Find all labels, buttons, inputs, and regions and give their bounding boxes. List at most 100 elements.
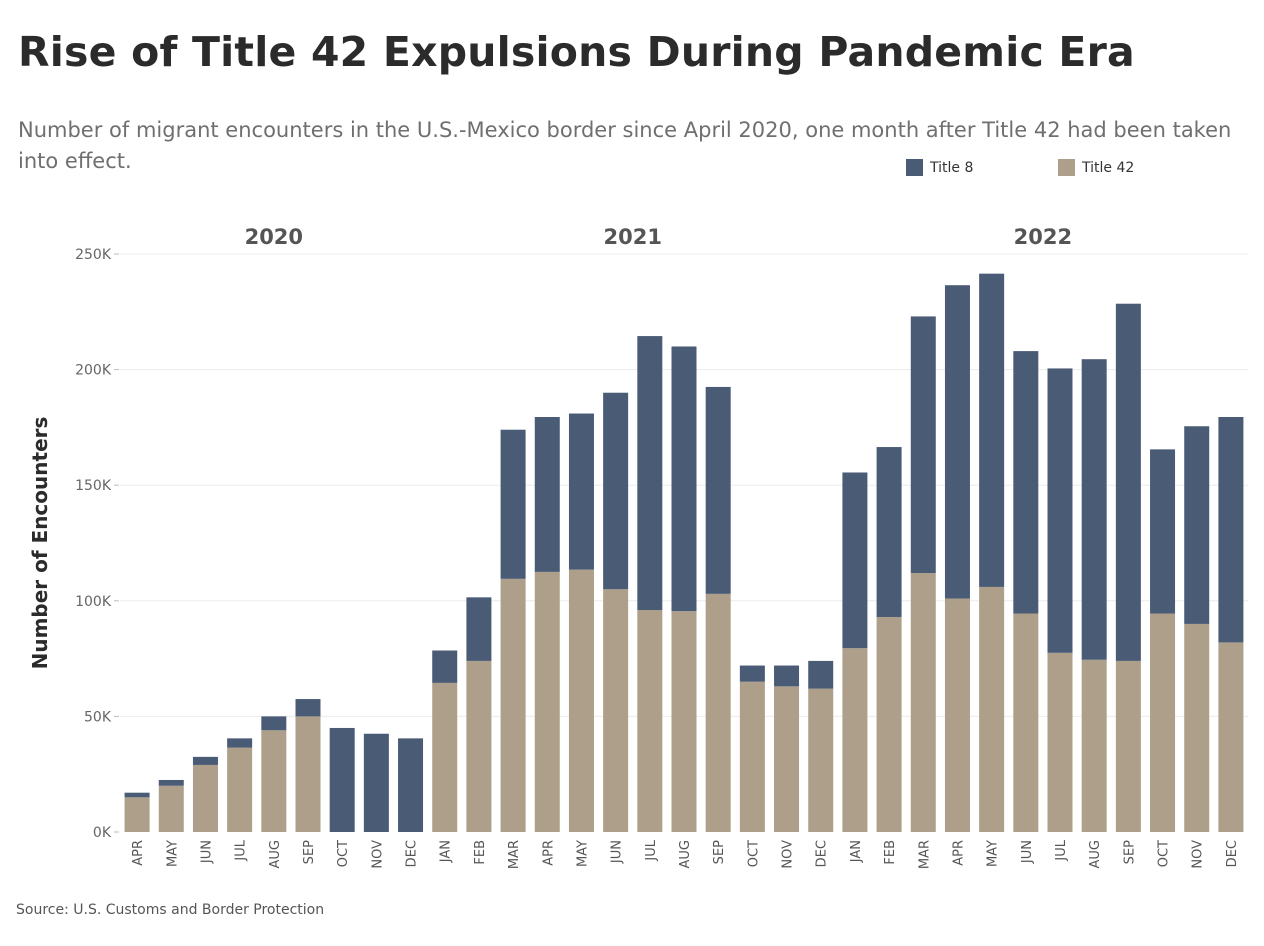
bar-title8 bbox=[944, 285, 970, 599]
bar-title8 bbox=[1115, 303, 1141, 661]
x-tick-label: DEC bbox=[815, 840, 830, 867]
x-tick-label: JUN bbox=[1020, 840, 1035, 864]
bar-title42 bbox=[910, 573, 936, 832]
bar-title8 bbox=[842, 472, 868, 649]
x-tick-label: JUN bbox=[610, 840, 625, 864]
bar-title42 bbox=[603, 589, 629, 832]
legend-swatch-title8 bbox=[906, 159, 923, 176]
bar-title8 bbox=[808, 660, 834, 689]
bar-title8 bbox=[1184, 426, 1210, 624]
x-tick-label: APR bbox=[541, 840, 556, 866]
bar-title42 bbox=[1184, 623, 1210, 832]
bar-title42 bbox=[432, 682, 458, 832]
y-axis-label: Number of Encounters bbox=[28, 417, 52, 670]
bar-title42 bbox=[1013, 613, 1039, 832]
x-tick-label: AUG bbox=[1088, 840, 1103, 868]
bar-title8 bbox=[979, 273, 1005, 587]
x-tick-label: SEP bbox=[1122, 840, 1137, 864]
bar-title8 bbox=[500, 429, 526, 579]
year-header-2021: 2021 bbox=[604, 225, 662, 249]
y-tick-label: 0K bbox=[93, 825, 112, 841]
bar-title42 bbox=[227, 747, 253, 832]
bar-title42 bbox=[466, 660, 492, 832]
source-note: Source: U.S. Customs and Border Protecti… bbox=[16, 902, 325, 918]
bar-title8 bbox=[1047, 368, 1073, 653]
bar-title8 bbox=[124, 792, 150, 798]
bar-title42 bbox=[295, 716, 321, 832]
x-tick-label: OCT bbox=[336, 840, 351, 867]
x-tick-label: JUL bbox=[644, 839, 659, 861]
bar-title8 bbox=[568, 413, 594, 570]
bar-title42 bbox=[1218, 642, 1244, 832]
x-tick-label: AUG bbox=[678, 840, 693, 868]
legend-item-title42: Title 42 bbox=[1058, 159, 1134, 176]
x-tick-label: JUN bbox=[199, 840, 214, 864]
bar-title8 bbox=[329, 727, 355, 832]
x-tick-label: NOV bbox=[781, 840, 796, 869]
bar-title8 bbox=[1081, 359, 1107, 660]
x-tick-label: JAN bbox=[849, 840, 864, 863]
bar-title8 bbox=[671, 346, 697, 612]
bar-title8 bbox=[1013, 351, 1039, 614]
bar-title8 bbox=[774, 665, 800, 687]
bar-title8 bbox=[637, 336, 663, 611]
bar-title8 bbox=[603, 392, 629, 590]
chart-title: Rise of Title 42 Expulsions During Pande… bbox=[18, 28, 1135, 76]
x-tick-label: FEB bbox=[473, 840, 488, 865]
x-tick-label: NOV bbox=[1191, 840, 1206, 869]
x-tick-label: SEP bbox=[712, 840, 727, 864]
bar-title42 bbox=[192, 764, 218, 832]
bar-title42 bbox=[534, 571, 560, 832]
legend-label-title42: Title 42 bbox=[1082, 159, 1135, 176]
x-tick-label: NOV bbox=[370, 840, 385, 869]
bar-title42 bbox=[568, 569, 594, 832]
bar-title42 bbox=[671, 611, 697, 832]
year-header-2020: 2020 bbox=[245, 225, 303, 249]
bar-title8 bbox=[261, 716, 287, 731]
bar-title8 bbox=[363, 733, 389, 832]
bar-title8 bbox=[466, 597, 492, 661]
bar-title8 bbox=[192, 756, 218, 765]
bar-title42 bbox=[979, 586, 1005, 832]
x-tick-label: AUG bbox=[268, 840, 283, 868]
x-tick-label: OCT bbox=[1157, 840, 1172, 867]
x-tick-label: JAN bbox=[439, 840, 454, 863]
bar-title42 bbox=[261, 730, 287, 832]
x-tick-label: OCT bbox=[746, 840, 761, 867]
legend-label-title8: Title 8 bbox=[930, 159, 974, 176]
bar-title8 bbox=[876, 447, 902, 617]
legend-item-title8: Title 8 bbox=[906, 159, 973, 176]
x-tick-label: MAY bbox=[165, 840, 180, 867]
bar-title42 bbox=[739, 681, 765, 832]
bar-title42 bbox=[1081, 659, 1107, 832]
bar-title8 bbox=[1150, 449, 1176, 614]
bar-title42 bbox=[1047, 652, 1073, 832]
x-tick-label: DEC bbox=[405, 840, 420, 867]
bar-title42 bbox=[842, 648, 868, 832]
bar-title42 bbox=[500, 578, 526, 832]
x-tick-label: APR bbox=[951, 840, 966, 866]
y-tick-label: 150K bbox=[75, 478, 112, 494]
bar-title42 bbox=[1150, 613, 1176, 832]
year-header-2022: 2022 bbox=[1014, 225, 1072, 249]
x-tick-label: APR bbox=[131, 840, 146, 866]
x-tick-label: MAY bbox=[575, 840, 590, 867]
y-tick-label: 250K bbox=[75, 247, 112, 263]
bar-title42 bbox=[944, 598, 970, 832]
x-tick-label: JUL bbox=[1054, 839, 1069, 861]
bar-title8 bbox=[739, 665, 765, 682]
y-tick-label: 100K bbox=[75, 594, 112, 610]
y-tick-label: 50K bbox=[84, 709, 112, 725]
bar-title8 bbox=[910, 316, 936, 574]
x-tick-label: SEP bbox=[302, 840, 317, 864]
legend-swatch-title42 bbox=[1058, 159, 1075, 176]
x-tick-label: DEC bbox=[1225, 840, 1240, 867]
bar-title42 bbox=[1115, 660, 1141, 832]
x-tick-label: MAR bbox=[507, 840, 522, 869]
bar-title42 bbox=[876, 616, 902, 832]
bar-title8 bbox=[295, 699, 321, 717]
bar-title8 bbox=[1218, 416, 1244, 643]
chart-subtitle: Number of migrant encounters in the U.S.… bbox=[18, 118, 1232, 173]
bar-title8 bbox=[705, 386, 731, 594]
bar-title8 bbox=[432, 650, 458, 683]
